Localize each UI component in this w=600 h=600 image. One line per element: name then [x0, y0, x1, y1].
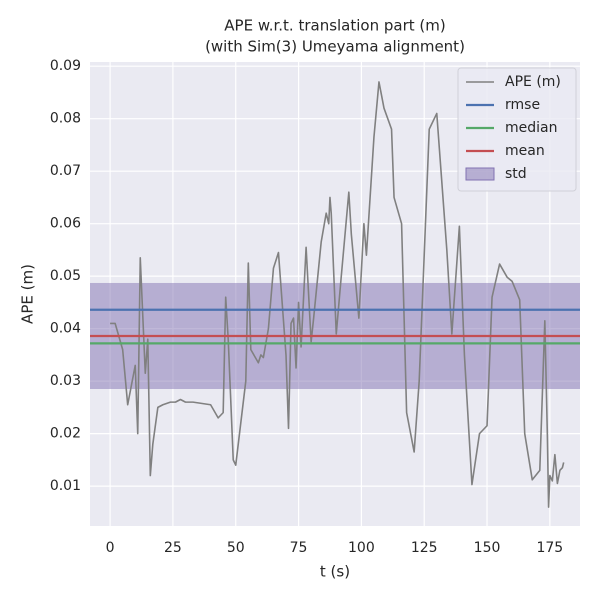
legend: APE (m) rmse median mean std: [457, 67, 577, 192]
x-tick-label: 25: [164, 540, 182, 556]
y-tick-label: 0.03: [50, 373, 81, 389]
chart-subtitle: (with Sim(3) Umeyama alignment): [205, 38, 465, 56]
y-tick-label: 0.09: [50, 58, 81, 74]
y-tick-label: 0.04: [50, 321, 81, 337]
y-tick-label: 0.05: [50, 268, 81, 284]
y-tick-label: 0.06: [50, 216, 81, 232]
marks: [90, 81, 580, 508]
legend-label: median: [505, 120, 557, 136]
legend-label: std: [505, 166, 527, 182]
y-tick-label: 0.08: [50, 111, 81, 127]
y-axis-label: APE (m): [19, 264, 37, 324]
x-tick-label: 150: [474, 540, 501, 556]
y-tick-label: 0.02: [50, 426, 81, 442]
legend-swatch: [465, 167, 495, 181]
y-tick-label: 0.01: [50, 478, 81, 494]
x-tick-label: 50: [227, 540, 245, 556]
legend-box: [457, 67, 577, 192]
y-tick-label: 0.07: [50, 163, 81, 179]
legend-label: mean: [505, 143, 545, 159]
legend-label: rmse: [505, 97, 540, 113]
x-tick-label: 75: [290, 540, 308, 556]
x-tick-label: 100: [348, 540, 375, 556]
x-tick-label: 175: [536, 540, 563, 556]
ape-line: [110, 81, 565, 508]
x-tick-label: 125: [411, 540, 438, 556]
chart-title: APE w.r.t. translation part (m): [224, 17, 445, 35]
legend-label: APE (m): [505, 74, 561, 90]
x-tick-label: 0: [106, 540, 115, 556]
x-axis-label: t (s): [320, 563, 350, 581]
